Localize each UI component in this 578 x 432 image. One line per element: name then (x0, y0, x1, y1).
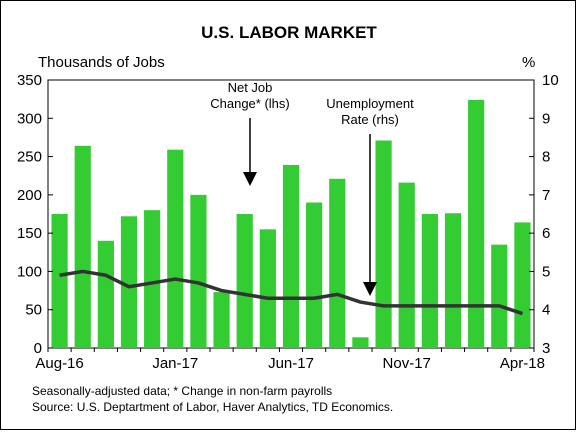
bar (514, 222, 531, 348)
bar (167, 149, 184, 348)
bar-series (51, 99, 531, 348)
right-tick-label: 3 (542, 340, 550, 357)
bar (213, 292, 230, 348)
left-tick-label: 100 (17, 263, 42, 280)
bar (398, 182, 415, 348)
annotation-net-job-change: Net Job Change* (lhs) (210, 80, 290, 186)
left-axis: 0 50 100 150 200 250 300 350 (17, 72, 53, 357)
bar (51, 214, 68, 348)
line-series (59, 269, 523, 316)
left-tick-label: 50 (25, 302, 42, 319)
bar (468, 99, 485, 348)
source-note: Source: U.S. Deptartment of Labor, Haver… (32, 400, 393, 414)
right-tick-label: 4 (542, 302, 550, 319)
annotation-unemployment-line1: Unemployment (326, 96, 414, 111)
left-tick-label: 350 (17, 72, 42, 89)
bar (282, 164, 300, 348)
bar (259, 229, 276, 348)
x-tick-label: Jun-17 (268, 355, 314, 372)
x-tick-label: Apr-18 (500, 355, 545, 372)
left-tick-label: 150 (17, 225, 42, 242)
bar (491, 244, 508, 348)
bar (97, 240, 114, 348)
annotation-net-job-line1: Net Job (228, 80, 273, 95)
bar (375, 140, 392, 348)
right-tick-label: 8 (542, 149, 550, 166)
bar (352, 337, 369, 348)
bar (236, 214, 253, 348)
annotation-net-job-line2: Change* (lhs) (210, 96, 290, 111)
annotation-unemployment-line2: Rate (rhs) (341, 112, 399, 127)
left-tick-label: 0 (34, 340, 42, 357)
bar (421, 214, 438, 348)
unemployment-line (59, 269, 523, 316)
right-tick-label: 9 (542, 110, 550, 127)
left-tick-label: 300 (17, 110, 42, 127)
x-axis: Aug-16 Jan-17 Jun-17 Nov-17 Apr-18 (35, 348, 545, 372)
bar (74, 145, 91, 348)
right-tick-label: 5 (542, 263, 550, 280)
left-tick-label: 200 (17, 187, 42, 204)
bar (120, 216, 138, 348)
x-tick-label: Aug-16 (35, 355, 83, 372)
right-axis: 3 4 5 6 7 8 9 10 (529, 72, 559, 357)
footnote: Seasonally-adjusted data; * Change in no… (32, 384, 332, 398)
annotation-unemployment-rate: Unemployment Rate (rhs) (326, 96, 414, 296)
annotation-arrow-head (243, 172, 257, 186)
right-axis-title: % (522, 54, 535, 71)
bar (329, 178, 346, 348)
left-tick-label: 250 (17, 149, 42, 166)
bar (444, 213, 462, 348)
left-axis-title: Thousands of Jobs (38, 54, 165, 71)
bar (144, 210, 161, 348)
right-tick-label: 7 (542, 187, 550, 204)
bar (190, 194, 207, 348)
right-tick-label: 6 (542, 225, 550, 242)
annotation-arrow-head (363, 282, 377, 296)
chart-title: U.S. LABOR MARKET (201, 23, 377, 42)
x-tick-label: Nov-17 (383, 355, 431, 372)
right-tick-label: 10 (542, 72, 559, 89)
bar (306, 202, 323, 348)
x-tick-label: Jan-17 (152, 355, 198, 372)
